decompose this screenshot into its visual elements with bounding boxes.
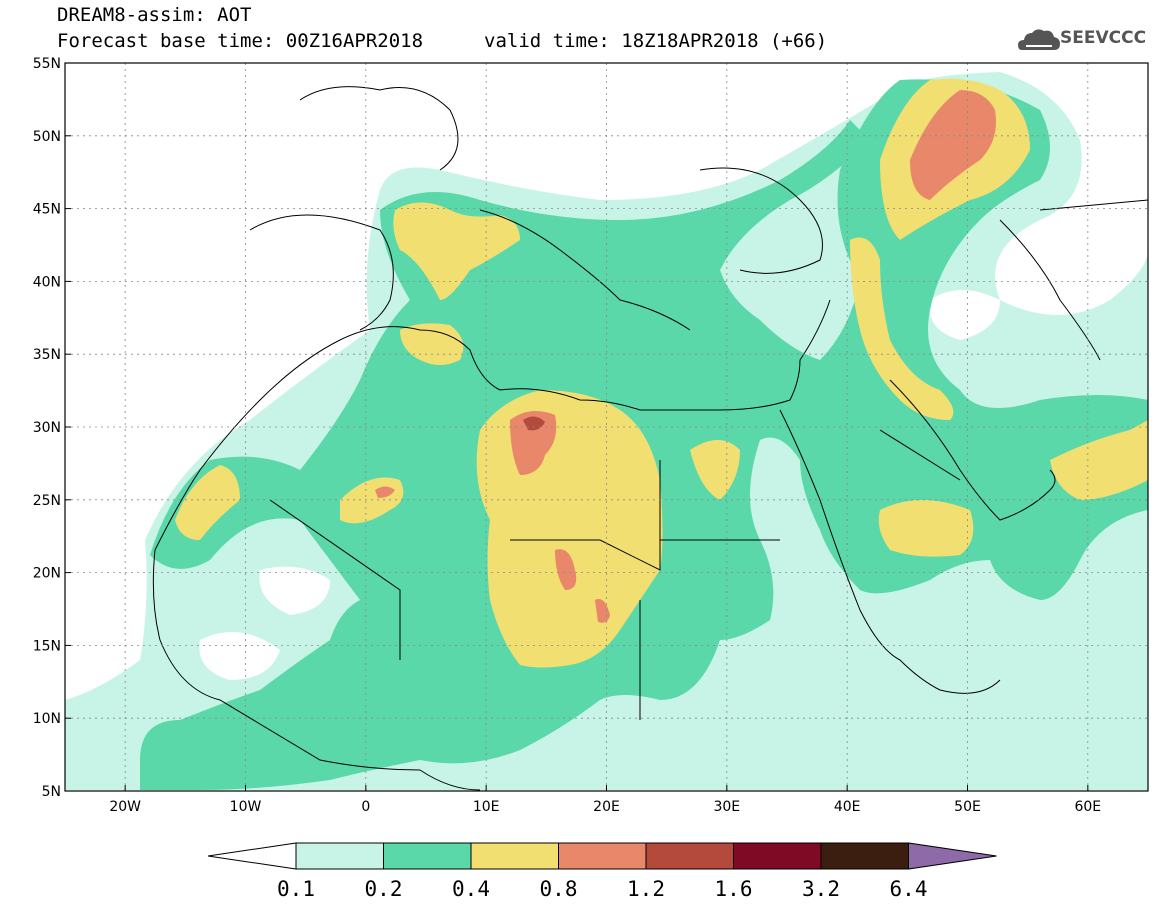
map-title: DREAM8-assim: AOT xyxy=(57,4,252,26)
colorbar-label: 0.1 xyxy=(277,877,315,901)
valid-time: valid time: 18Z18APR2018 (+66) xyxy=(484,30,828,52)
lat-tick-label: 5N xyxy=(42,784,61,800)
colorbar-label: 3.2 xyxy=(802,877,840,901)
lat-axis: 55N 50N 45N 40N 35N 30N 25N 20N 15N 10N 5N xyxy=(33,56,71,800)
lat-tick-label: 50N xyxy=(33,129,61,145)
lat-tick-label: 20N xyxy=(33,566,61,582)
colorbar-label: 0.8 xyxy=(540,877,578,901)
colorbar-box xyxy=(733,842,822,870)
lon-tick-label: 20E xyxy=(593,799,620,815)
colorbar-box xyxy=(295,842,384,870)
lon-tick-label: 10W xyxy=(230,799,262,815)
lat-tick-label: 55N xyxy=(33,56,61,72)
colorbar-box xyxy=(820,842,909,870)
lat-tick-label: 45N xyxy=(33,202,61,218)
lon-tick-label: 50E xyxy=(954,799,981,815)
colorbar-box xyxy=(383,842,472,870)
lat-tick-label: 40N xyxy=(33,274,61,290)
logo-text: SEEVCCC xyxy=(1060,28,1147,48)
lon-tick-label: 20W xyxy=(109,799,141,815)
lon-tick-label: 30E xyxy=(713,799,740,815)
cloud-icon xyxy=(1018,29,1060,50)
lon-tick-label: 60E xyxy=(1074,799,1101,815)
lon-tick-label: 40E xyxy=(834,799,861,815)
colorbar-label: 0.4 xyxy=(452,877,490,901)
colorbar-box xyxy=(470,842,559,870)
lon-axis: 20W 10W 0 10E 20E 30E 40E 50E 60E xyxy=(109,785,1101,815)
lat-tick-label: 10N xyxy=(33,711,61,727)
grid-lines xyxy=(65,63,1148,791)
colorbar-arrow-low xyxy=(207,842,297,870)
coastlines xyxy=(152,86,1148,791)
colorbar-label: 1.6 xyxy=(715,877,753,901)
colorbar-box xyxy=(645,842,734,870)
colorbar-label: 0.2 xyxy=(365,877,403,901)
colorbar-label: 1.2 xyxy=(627,877,665,901)
lat-tick-label: 15N xyxy=(33,638,61,654)
lat-tick-label: 30N xyxy=(33,420,61,436)
lon-tick-label: 10E xyxy=(473,799,500,815)
colorbar-label: 6.4 xyxy=(890,877,928,901)
colorbar-box xyxy=(558,842,647,870)
colorbar-arrow-high xyxy=(908,842,997,870)
lon-tick-label: 0 xyxy=(361,799,370,815)
forecast-base-time: Forecast base time: 00Z16APR2018 xyxy=(57,30,424,52)
lat-tick-label: 35N xyxy=(33,347,61,363)
lat-tick-label: 25N xyxy=(33,493,61,509)
